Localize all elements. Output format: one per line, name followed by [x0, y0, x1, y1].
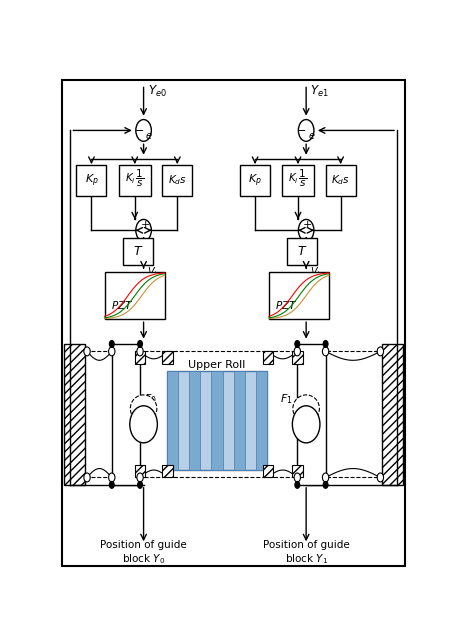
Text: $K_d s$: $K_d s$ [330, 173, 349, 187]
Circle shape [136, 220, 151, 241]
Circle shape [108, 473, 115, 482]
Text: Position of guide
block $Y_1$: Position of guide block $Y_1$ [262, 540, 349, 566]
Circle shape [136, 119, 151, 141]
Bar [282, 165, 313, 196]
Text: $T$: $T$ [296, 245, 307, 258]
Circle shape [108, 347, 115, 356]
Bar [381, 344, 403, 485]
Bar [287, 238, 316, 265]
Circle shape [294, 482, 299, 489]
Text: $PZT$: $PZT$ [275, 299, 297, 311]
Bar [291, 465, 302, 478]
Text: $e$: $e$ [145, 131, 152, 141]
Circle shape [323, 340, 327, 347]
Text: $Y_{e0}$: $Y_{e0}$ [147, 84, 166, 100]
Bar [239, 165, 269, 196]
Ellipse shape [130, 395, 157, 422]
Text: $T$: $T$ [133, 245, 143, 258]
Circle shape [109, 340, 114, 347]
Circle shape [376, 473, 383, 482]
Text: $K_p$: $K_p$ [248, 172, 262, 189]
Text: $+$: $+$ [140, 219, 150, 230]
Text: $+$: $+$ [302, 219, 312, 230]
Text: $Y_{e1}$: $Y_{e1}$ [309, 84, 328, 100]
Bar [162, 465, 172, 478]
Ellipse shape [292, 395, 318, 422]
Bar [188, 371, 200, 470]
Circle shape [84, 473, 90, 482]
Circle shape [136, 473, 143, 482]
Bar [166, 371, 267, 470]
Text: $-$: $-$ [134, 125, 144, 134]
Bar [135, 351, 145, 364]
Bar [325, 165, 355, 196]
Circle shape [293, 347, 300, 356]
Bar [76, 165, 106, 196]
Bar [233, 371, 244, 470]
Circle shape [137, 482, 142, 489]
Ellipse shape [130, 406, 157, 443]
Text: Position of guide
block $Y_0$: Position of guide block $Y_0$ [100, 540, 187, 566]
Text: $V_{in}$: $V_{in}$ [309, 265, 323, 279]
Text: $F_0$: $F_0$ [144, 393, 157, 406]
Bar [268, 272, 329, 319]
Circle shape [294, 340, 299, 347]
Bar [111, 344, 140, 485]
Circle shape [84, 347, 90, 356]
Circle shape [323, 482, 327, 489]
Bar [123, 238, 153, 265]
Bar [256, 371, 267, 470]
Bar [135, 465, 145, 478]
Circle shape [322, 473, 328, 482]
Bar [105, 272, 164, 319]
Bar [262, 465, 273, 478]
Text: $K_d s$: $K_d s$ [167, 173, 187, 187]
Bar [162, 351, 172, 364]
Circle shape [298, 220, 313, 241]
Circle shape [293, 473, 300, 482]
Text: $PZT$: $PZT$ [111, 299, 133, 311]
Bar [297, 344, 325, 485]
Text: Upper Roll: Upper Roll [188, 360, 245, 370]
Circle shape [376, 347, 383, 356]
Text: $-$: $-$ [296, 125, 306, 134]
Text: $K_i\,\dfrac{1}{s}$: $K_i\,\dfrac{1}{s}$ [125, 168, 144, 189]
Bar [119, 165, 150, 196]
Text: $e$: $e$ [307, 131, 315, 141]
Bar [211, 371, 222, 470]
Circle shape [109, 482, 114, 489]
Bar [162, 165, 192, 196]
Bar [291, 351, 302, 364]
Bar [166, 371, 177, 470]
Text: $K_i\,\dfrac{1}{s}$: $K_i\,\dfrac{1}{s}$ [288, 168, 307, 189]
Text: $K_p$: $K_p$ [84, 172, 98, 189]
Circle shape [298, 119, 313, 141]
Bar [262, 351, 273, 364]
Circle shape [322, 347, 328, 356]
Circle shape [137, 340, 142, 347]
Circle shape [136, 347, 143, 356]
Text: $F_1$: $F_1$ [280, 393, 293, 406]
Ellipse shape [292, 406, 319, 443]
Bar [64, 344, 85, 485]
Text: $V_{in}$: $V_{in}$ [147, 265, 161, 279]
